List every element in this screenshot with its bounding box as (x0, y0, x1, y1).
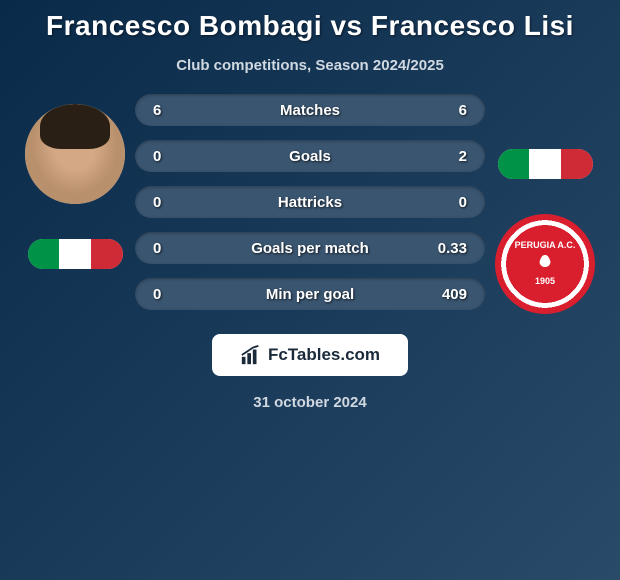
club-name: PERUGIA A.C. (515, 241, 576, 251)
stat-left-value: 6 (153, 102, 193, 119)
stat-label: Min per goal (193, 286, 427, 303)
comparison-area: 6 Matches 6 0 Goals 2 0 Hattricks 0 0 Go… (0, 94, 620, 314)
stat-row-matches: 6 Matches 6 (135, 94, 485, 126)
page-title: Francesco Bombagi vs Francesco Lisi (46, 10, 574, 42)
stat-row-gpm: 0 Goals per match 0.33 (135, 232, 485, 264)
stat-right-value: 2 (427, 148, 467, 165)
player-left-column (25, 94, 125, 269)
stat-row-mpg: 0 Min per goal 409 (135, 278, 485, 310)
stat-right-value: 6 (427, 102, 467, 119)
stats-column: 6 Matches 6 0 Goals 2 0 Hattricks 0 0 Go… (135, 94, 485, 310)
stat-label: Goals per match (193, 240, 427, 257)
player-right-flag (498, 149, 593, 179)
brand-footer[interactable]: FcTables.com (212, 334, 408, 376)
stat-left-value: 0 (153, 240, 193, 257)
stat-right-value: 409 (427, 286, 467, 303)
player-right-club-badge: PERUGIA A.C. 1905 (495, 214, 595, 314)
player-right-column: PERUGIA A.C. 1905 (495, 94, 595, 314)
stat-label: Goals (193, 148, 427, 165)
stat-right-value: 0 (427, 194, 467, 211)
griffin-icon (533, 251, 557, 275)
stat-label: Matches (193, 102, 427, 119)
date-footer: 31 october 2024 (253, 394, 366, 411)
brand-text: FcTables.com (268, 345, 380, 365)
player-left-avatar (25, 104, 125, 204)
stat-row-hattricks: 0 Hattricks 0 (135, 186, 485, 218)
stat-label: Hattricks (193, 194, 427, 211)
stat-left-value: 0 (153, 286, 193, 303)
chart-icon (240, 344, 262, 366)
stat-left-value: 0 (153, 194, 193, 211)
stat-row-goals: 0 Goals 2 (135, 140, 485, 172)
stat-right-value: 0.33 (427, 240, 467, 257)
club-year: 1905 (515, 277, 576, 287)
page-subtitle: Club competitions, Season 2024/2025 (176, 57, 444, 74)
stat-left-value: 0 (153, 148, 193, 165)
player-left-flag (28, 239, 123, 269)
